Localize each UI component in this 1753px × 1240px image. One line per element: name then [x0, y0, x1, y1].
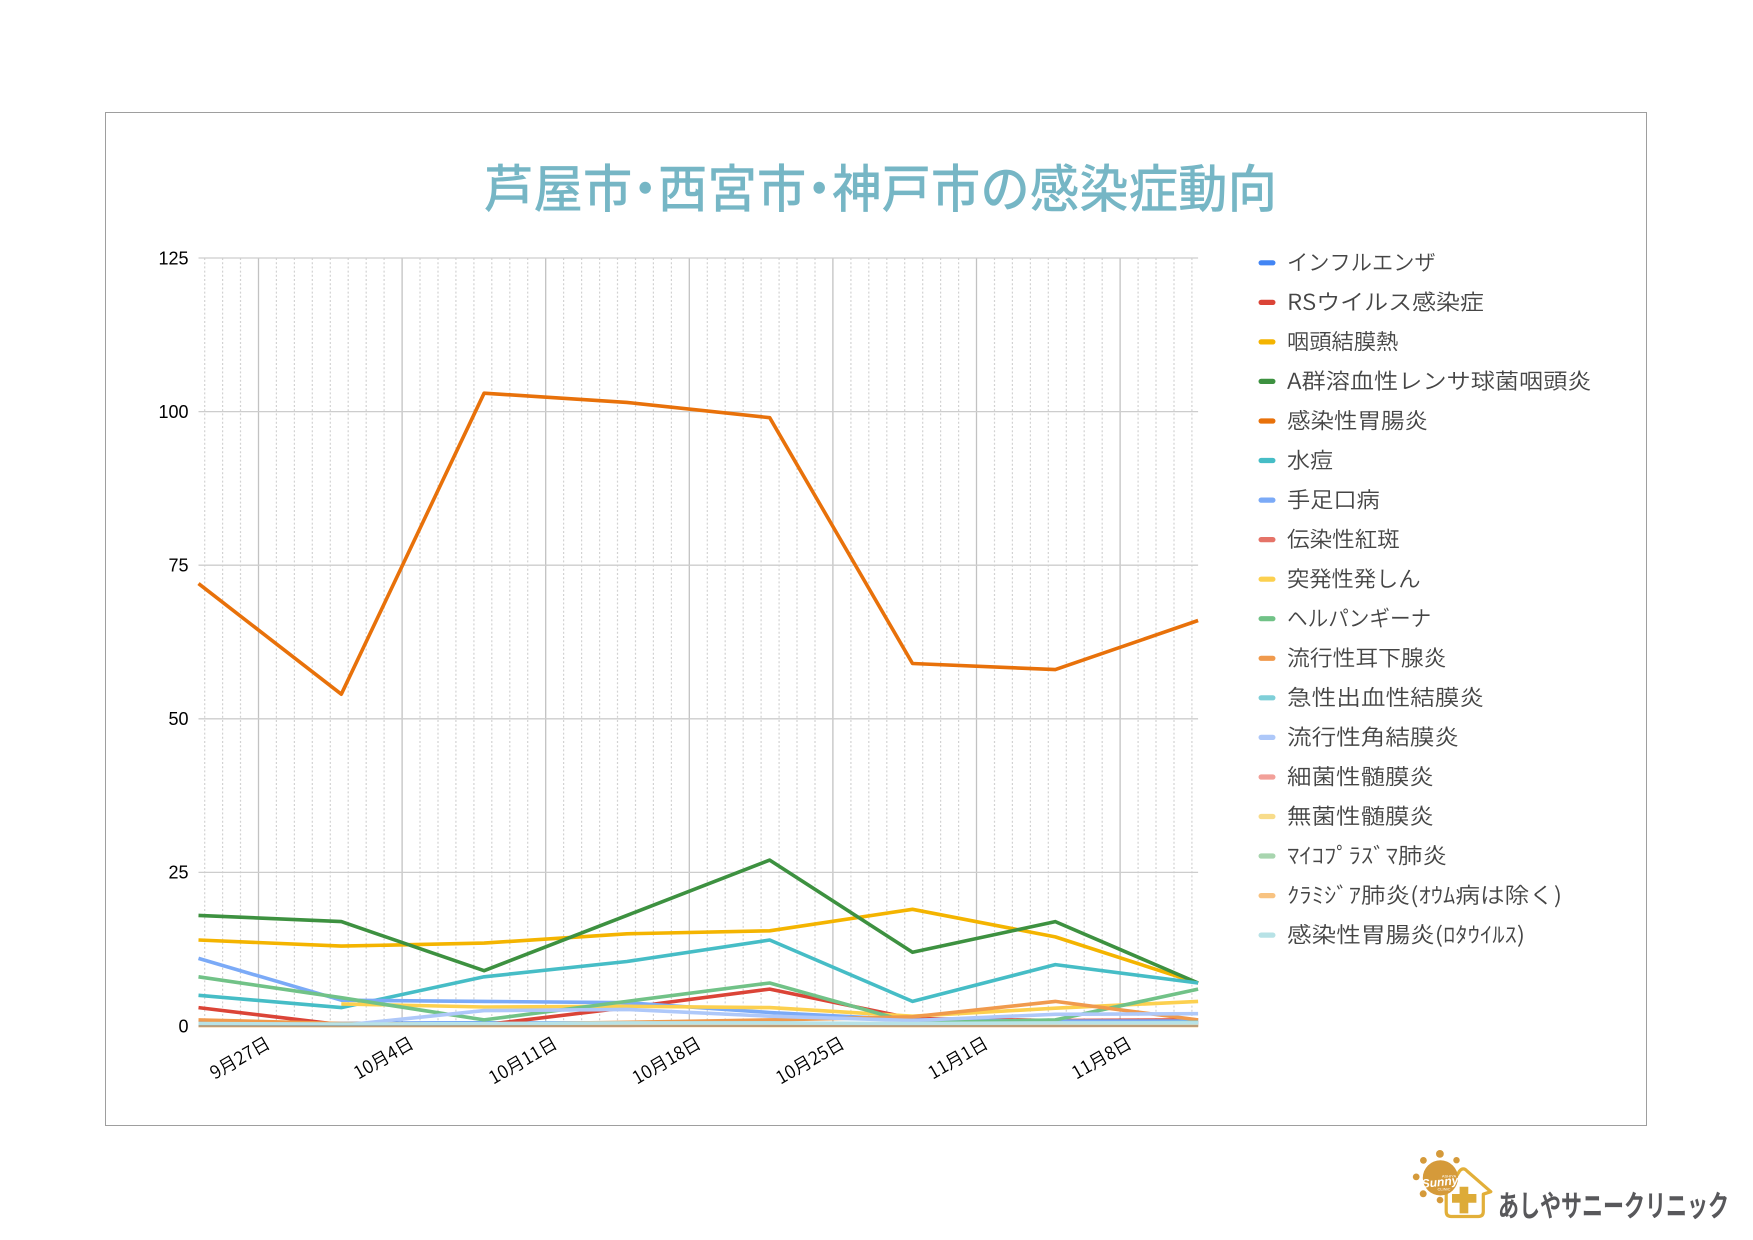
svg-text:75: 75 [168, 556, 188, 576]
svg-text:125: 125 [158, 248, 188, 268]
svg-text:CLINIC: CLINIC [1437, 1186, 1450, 1191]
svg-text:50: 50 [168, 709, 188, 729]
svg-text:Sunny: Sunny [1421, 1173, 1460, 1191]
svg-text:ASHIYA: ASHIYA [1442, 1173, 1457, 1178]
svg-text:100: 100 [158, 402, 188, 422]
svg-text:0: 0 [178, 1016, 188, 1036]
svg-text:25: 25 [168, 863, 188, 883]
